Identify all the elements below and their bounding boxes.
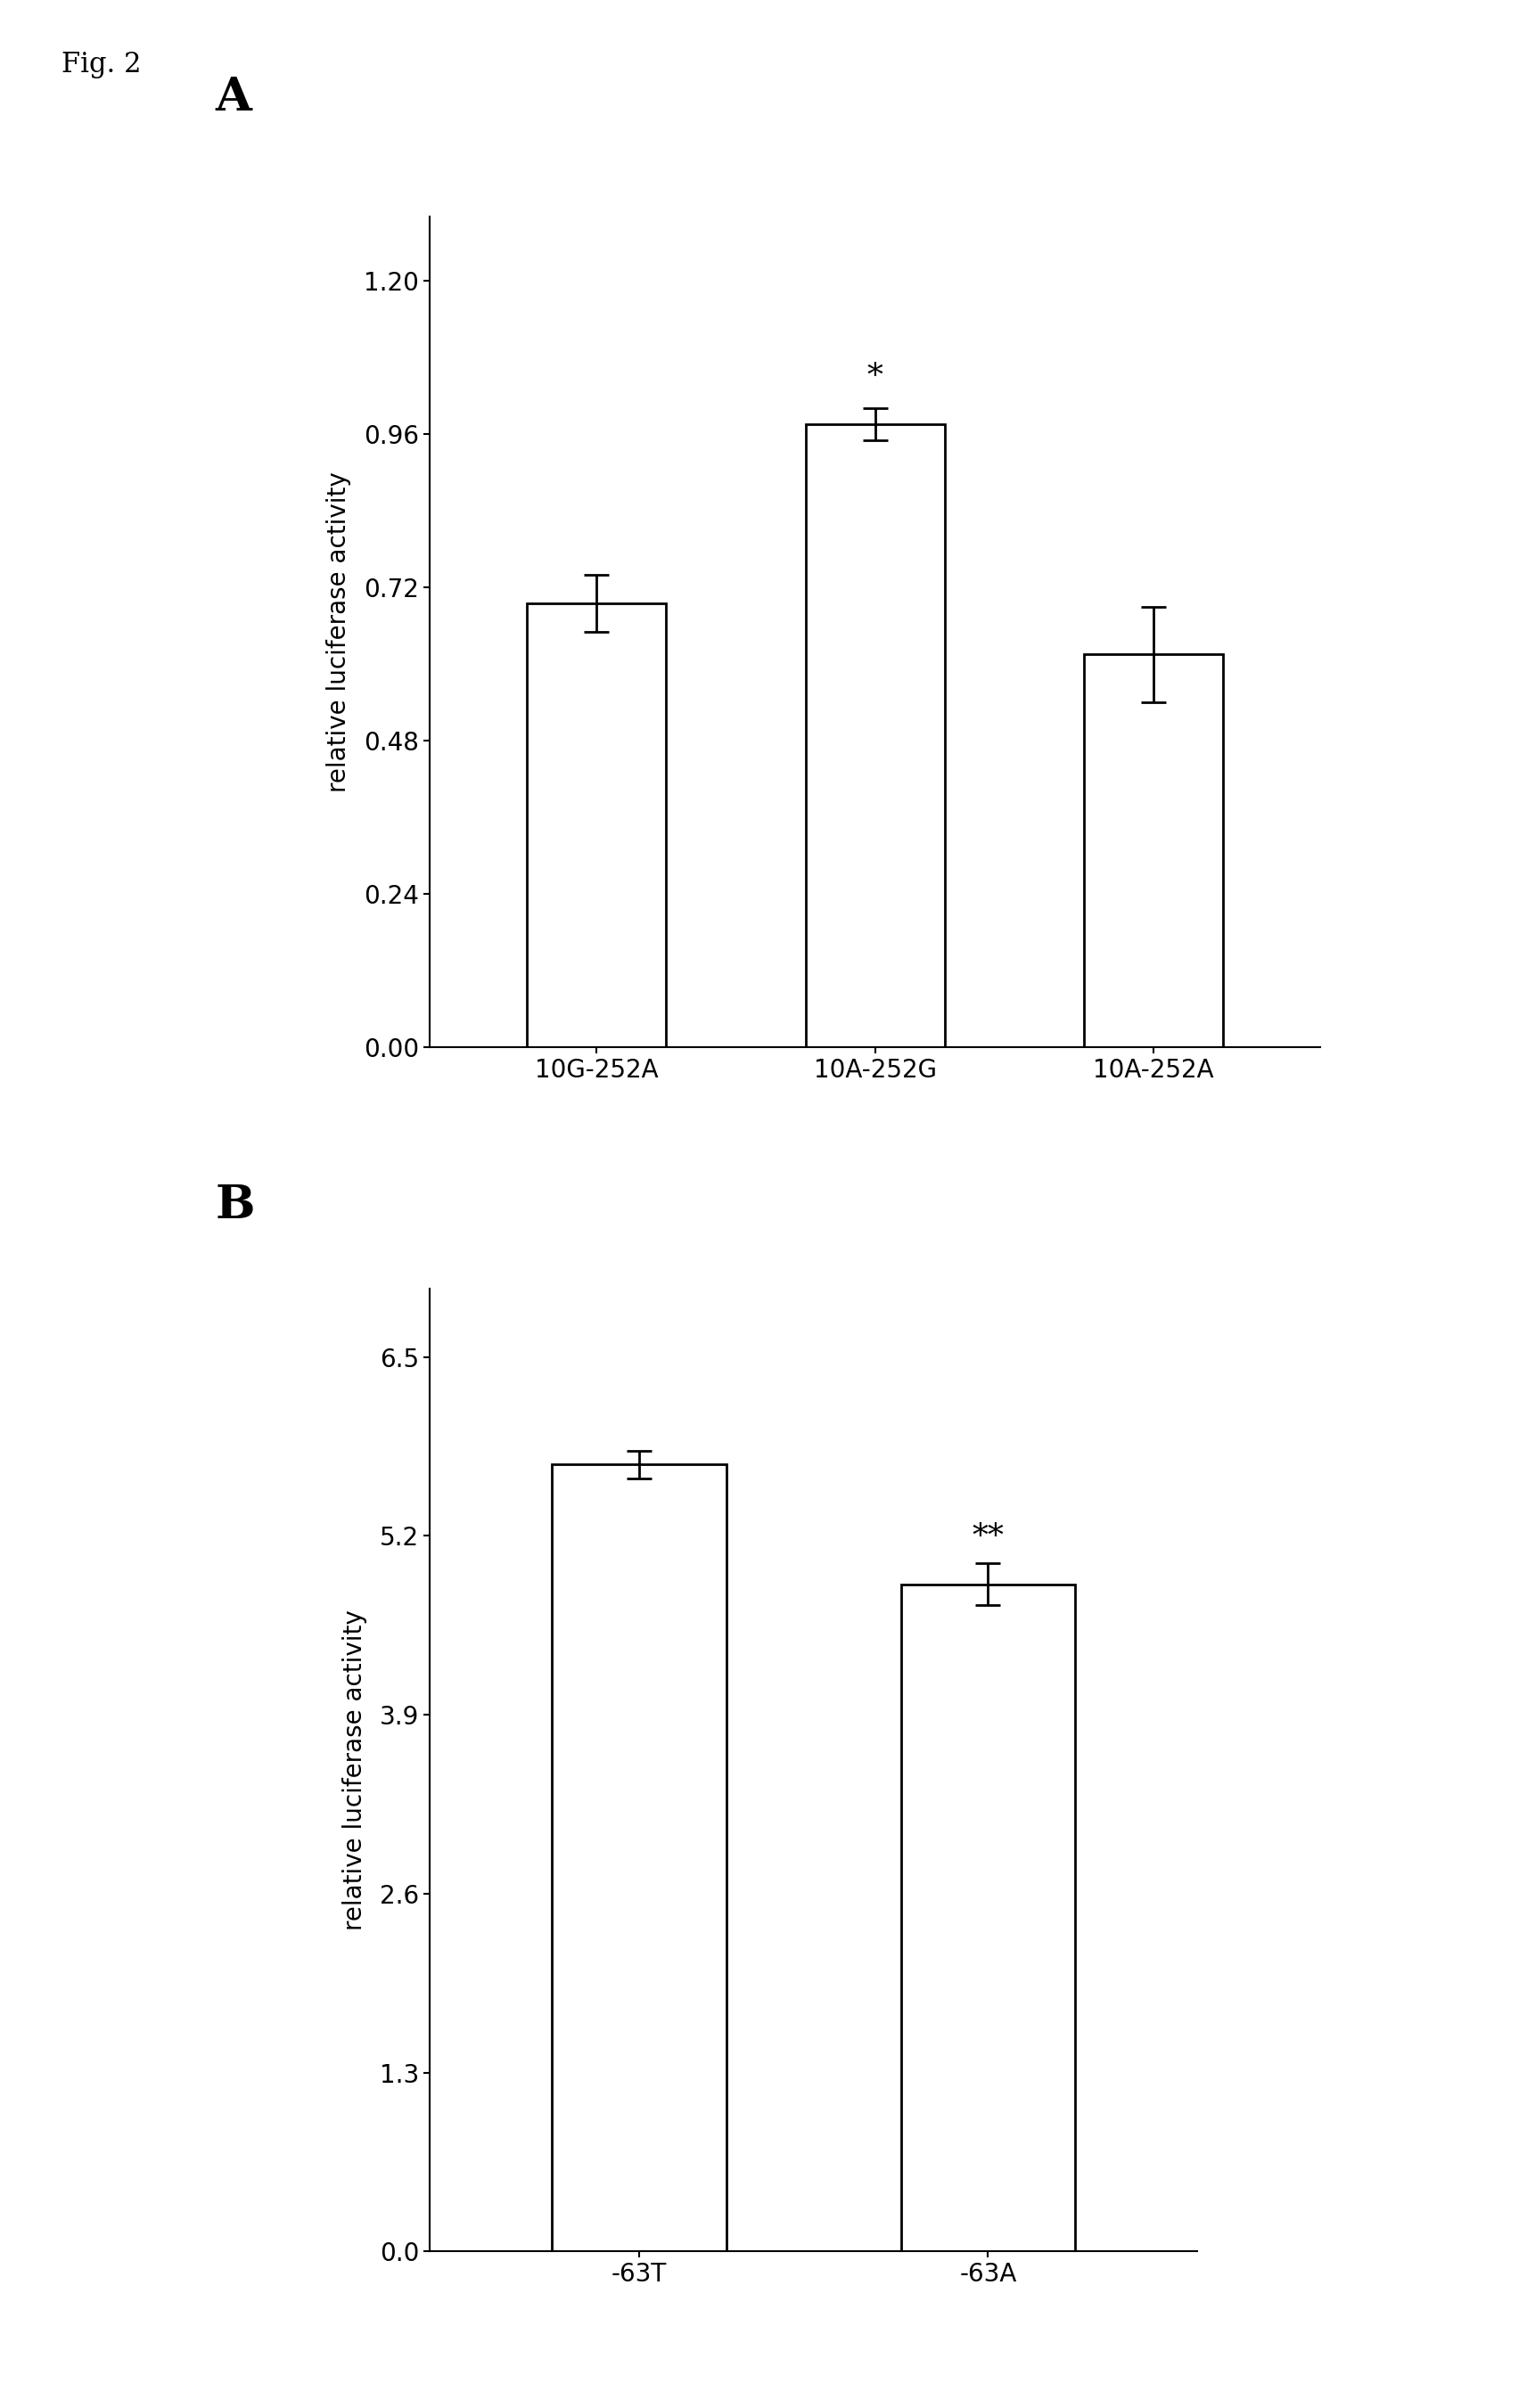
Text: *: * bbox=[867, 361, 883, 393]
Bar bbox=[806, 424, 944, 1047]
Y-axis label: relative luciferase activity: relative luciferase activity bbox=[327, 472, 352, 792]
Text: B: B bbox=[215, 1182, 255, 1228]
Text: **: ** bbox=[972, 1522, 1004, 1553]
Bar bbox=[901, 1584, 1074, 2251]
Text: A: A bbox=[215, 75, 252, 120]
Bar bbox=[1084, 655, 1223, 1047]
Y-axis label: relative luciferase activity: relative luciferase activity bbox=[342, 1609, 367, 1931]
Bar bbox=[527, 604, 666, 1047]
Bar bbox=[553, 1464, 726, 2251]
Text: Fig. 2: Fig. 2 bbox=[61, 51, 141, 77]
